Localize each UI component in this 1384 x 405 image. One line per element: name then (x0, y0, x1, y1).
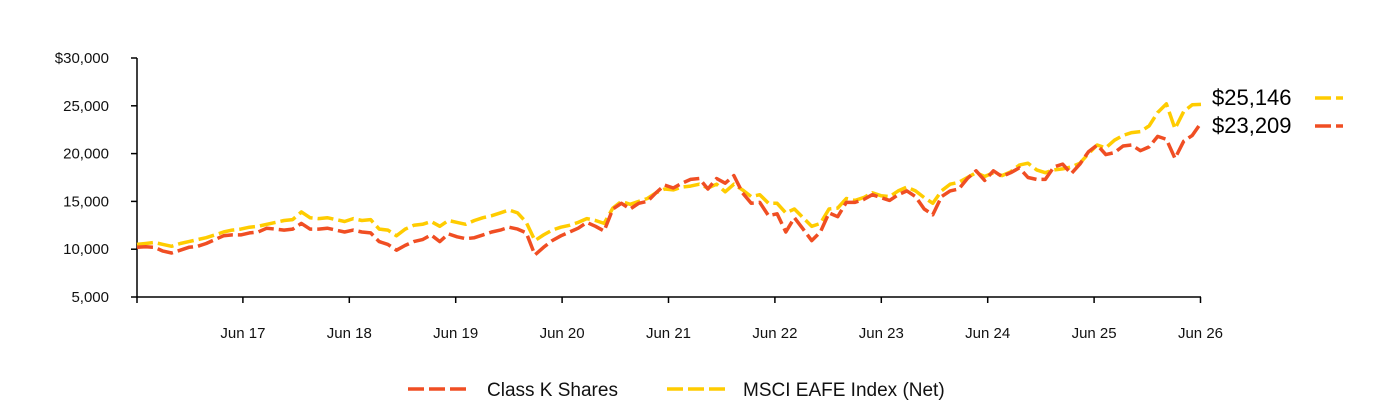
series-line-class-k-shares (136, 121, 1203, 257)
legend-item: Class K Shares (408, 380, 618, 401)
x-axis: Jun 17 Jun 18 Jun 19 Jun 20 Jun 21 Jun 22 Jun … (136, 296, 1223, 342)
y-tick-label: 15,000 (63, 193, 109, 210)
legend-label: MSCI EAFE Index (Net) (743, 380, 945, 401)
x-tick-label: Jun 25 (1072, 325, 1117, 342)
x-tick-label: Jun 24 (965, 325, 1010, 342)
end-value-label: $23,209 (1212, 113, 1292, 138)
y-tick-label: 5,000 (71, 289, 109, 306)
x-tick-label: Jun 26 (1178, 325, 1223, 342)
x-tick-label: Jun 22 (752, 325, 797, 342)
y-tick-label: $30,000 (55, 50, 109, 67)
y-axis: $30,000 25,000 20,000 15,000 10,000 5,000 (55, 50, 138, 306)
series-layer (136, 102, 1203, 257)
x-tick-label: Jun 18 (327, 325, 372, 342)
legend: Class K Shares MSCI EAFE Index (Net) (408, 380, 945, 401)
y-tick-label: 20,000 (63, 146, 109, 163)
y-tick-label: 10,000 (63, 241, 109, 258)
x-tick-label: Jun 21 (646, 325, 691, 342)
x-tick-label: Jun 23 (859, 325, 904, 342)
legend-item: MSCI EAFE Index (Net) (667, 380, 945, 401)
end-labels: $23,209 $25,146 (1212, 85, 1343, 138)
end-value-label: $25,146 (1212, 85, 1292, 110)
x-tick-label: Jun 19 (433, 325, 478, 342)
x-tick-label: Jun 20 (540, 325, 585, 342)
legend-label: Class K Shares (487, 380, 618, 401)
series-line-msci-eafe-index (136, 102, 1202, 249)
y-tick-label: 25,000 (63, 98, 109, 115)
x-tick-label: Jun 17 (220, 325, 265, 342)
